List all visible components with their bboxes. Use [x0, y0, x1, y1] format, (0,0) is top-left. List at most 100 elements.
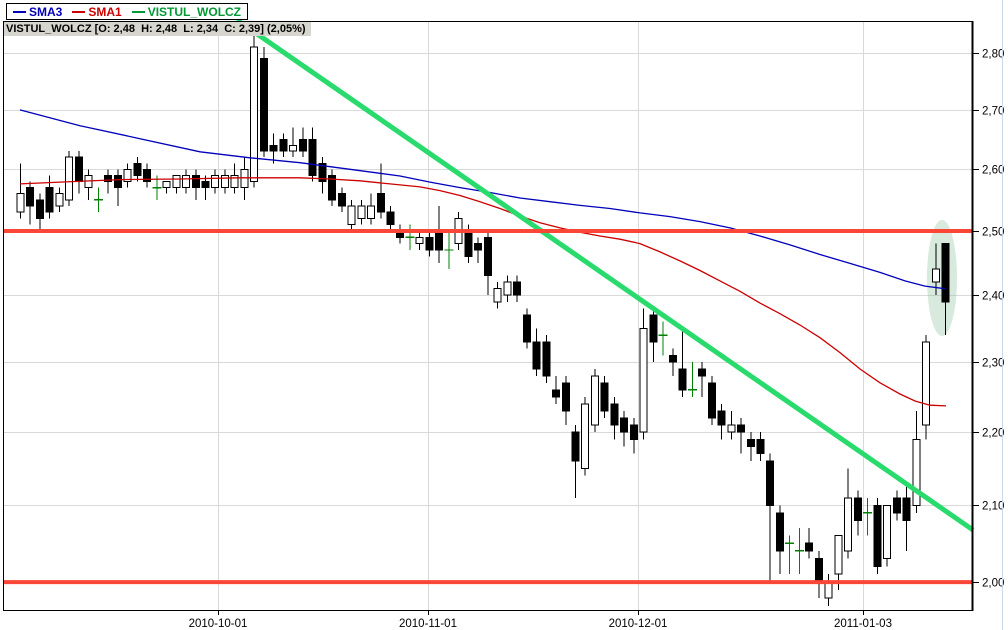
candle-doji: [444, 230, 454, 270]
candle-down: [318, 157, 327, 194]
candle-doji: [687, 362, 697, 397]
candle-up: [367, 193, 376, 225]
candle-down: [201, 175, 210, 200]
candle-down: [873, 497, 882, 575]
candle-down: [308, 127, 317, 182]
candle-down: [298, 127, 307, 158]
candle-down: [941, 243, 950, 336]
candle-down: [26, 181, 35, 225]
legend-label-sma1: SMA1: [88, 4, 122, 19]
candle-down: [483, 230, 492, 296]
candle-up: [844, 468, 853, 559]
candle-down: [35, 193, 44, 231]
legend-label-instrument: VISTUL_WOLCZ: [147, 4, 242, 19]
candle-down: [678, 328, 687, 397]
legend: SMA3 SMA1 VISTUL_WOLCZ: [6, 3, 249, 20]
candle-up: [503, 275, 512, 302]
svg-text:2,70: 2,70: [982, 106, 1004, 118]
candle-down: [269, 133, 278, 164]
candle-up: [65, 151, 74, 207]
candle-down: [279, 133, 288, 158]
candle-up: [590, 369, 599, 433]
svg-text:2011-01-03: 2011-01-03: [834, 618, 892, 630]
candle-down: [104, 169, 113, 194]
candle-down: [766, 453, 775, 583]
candle-up: [493, 282, 502, 309]
svg-text:2,60: 2,60: [982, 165, 1004, 177]
svg-text:2,40: 2,40: [982, 291, 1004, 303]
candle-up: [123, 163, 132, 188]
svg-text:2,20: 2,20: [982, 428, 1004, 440]
candle-down: [620, 410, 629, 447]
candle-up: [912, 410, 921, 513]
candle-up: [250, 35, 259, 188]
candle-up: [415, 230, 424, 250]
candle-up: [55, 187, 64, 213]
candle-up: [211, 169, 220, 194]
trendline: [235, 17, 975, 533]
svg-text:2,10: 2,10: [982, 501, 1004, 513]
svg-text:2010-11-01: 2010-11-01: [399, 618, 457, 630]
candle-down: [902, 482, 911, 551]
legend-item-sma3: SMA3: [13, 5, 62, 19]
candle-up: [16, 163, 25, 219]
candle-doji: [863, 497, 873, 536]
sma3-line-swatch-icon: [13, 10, 26, 13]
candle-down: [629, 417, 638, 454]
candle-down: [775, 505, 784, 575]
candle-down: [143, 163, 152, 188]
candle-down: [610, 396, 619, 440]
candle-up: [883, 504, 892, 567]
candle-down: [892, 490, 901, 521]
candle-doji: [405, 224, 415, 250]
candle-up: [347, 199, 356, 231]
candle-up: [162, 180, 171, 194]
candle-down: [698, 362, 707, 397]
candle-up: [182, 169, 191, 194]
candle-up: [922, 335, 931, 440]
candle-down: [522, 308, 531, 349]
candle-down: [746, 432, 755, 461]
svg-text:2010-10-01: 2010-10-01: [189, 618, 248, 630]
svg-text:2,80: 2,80: [982, 49, 1004, 61]
candle-down: [337, 187, 346, 213]
candle-down: [756, 432, 765, 461]
legend-label-sma3: SMA3: [29, 4, 63, 19]
candle-down: [542, 335, 551, 383]
series-sma1: [19, 177, 947, 407]
series-sma3: [19, 109, 946, 290]
candle-down: [113, 169, 122, 207]
candle-up: [220, 169, 229, 194]
candle-down: [425, 230, 434, 257]
candle-up: [639, 308, 648, 440]
svg-text:2,30: 2,30: [982, 358, 1004, 370]
candle-down: [805, 527, 814, 559]
svg-text:2,50: 2,50: [982, 227, 1004, 239]
candle-down: [474, 237, 483, 263]
candle-up: [357, 199, 366, 225]
candle-up: [289, 127, 298, 158]
sma1-line-swatch-icon: [72, 10, 86, 13]
instrument-line-swatch-icon: [131, 10, 145, 13]
candle-down: [532, 328, 541, 376]
y-axis-labels: 2,80 2,70 2,60 2,50 2,40 2,30 2,20 2,10 2,00: [973, 49, 1004, 590]
candle-up: [727, 410, 736, 440]
x-axis-labels: 2010-10-01 2010-11-01 2010-12-01 2011-01-03: [189, 611, 892, 630]
candle-down: [853, 490, 862, 536]
candle-down: [259, 47, 268, 158]
candle-down: [386, 206, 395, 231]
candle-down: [600, 375, 609, 418]
axes: [3, 21, 974, 611]
legend-item-sma1: SMA1: [72, 4, 122, 19]
candle-down: [571, 424, 580, 498]
candle-down: [376, 163, 385, 219]
candle-down: [561, 375, 570, 425]
price-levels: [3, 228, 973, 585]
candle-down: [191, 169, 200, 200]
legend-item-instrument: VISTUL_WOLCZ: [131, 4, 242, 19]
candle-down: [552, 375, 561, 404]
quote-info-bar: VISTUL_WOLCZ [O: 2,48 H: 2,48 L: 2,34 C:…: [4, 22, 311, 36]
candle-down: [737, 417, 746, 454]
svg-text:2,00: 2,00: [982, 578, 1004, 590]
